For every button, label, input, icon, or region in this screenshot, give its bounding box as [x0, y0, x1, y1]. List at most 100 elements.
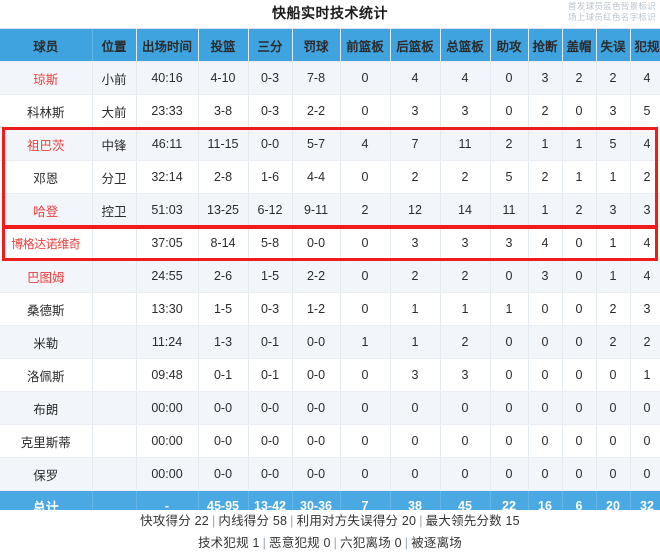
stat-fg: 0-0	[198, 457, 249, 491]
stat-tp: 0-0	[248, 391, 293, 425]
stat-stl: 2	[528, 160, 563, 194]
column-header-9[interactable]: 助攻	[490, 29, 529, 62]
stat-dreb: 7	[390, 127, 441, 161]
stat-pf: 0	[630, 424, 660, 458]
column-header-12[interactable]: 失误	[596, 29, 631, 62]
stat-stl: 2	[528, 94, 563, 128]
stat-ast: 0	[490, 424, 529, 458]
column-header-8[interactable]: 总篮板	[440, 29, 491, 62]
stat-pf: 2	[630, 160, 660, 194]
stat-oreb: 1	[340, 325, 391, 359]
stat-ast: 3	[490, 226, 529, 260]
stat-dreb: 12	[390, 193, 441, 227]
stat-tov: 2	[596, 292, 631, 326]
stat-blk: 0	[562, 292, 597, 326]
stat-min: 00:00	[136, 424, 199, 458]
stat-min: 00:00	[136, 391, 199, 425]
stat-ast: 5	[490, 160, 529, 194]
player-position: 控卫	[92, 193, 137, 227]
column-header-1[interactable]: 位置	[92, 29, 137, 62]
stat-tp: 0-1	[248, 358, 293, 392]
column-header-4[interactable]: 三分	[248, 29, 293, 62]
stat-tov: 0	[596, 391, 631, 425]
player-position	[92, 358, 137, 392]
stat-min: 24:55	[136, 259, 199, 293]
stat-ast: 0	[490, 391, 529, 425]
stat-min: 13:30	[136, 292, 199, 326]
player-position	[92, 424, 137, 458]
stat-tp: 0-1	[248, 325, 293, 359]
stat-blk: 0	[562, 325, 597, 359]
stat-pf: 4	[630, 259, 660, 293]
stat-stl: 1	[528, 193, 563, 227]
stat-ft: 1-2	[292, 292, 341, 326]
column-header-7[interactable]: 后篮板	[390, 29, 441, 62]
footer-separator: |	[419, 514, 423, 528]
footer-stat: 快攻得分 22	[140, 514, 209, 528]
stat-blk: 0	[562, 358, 597, 392]
stat-reb: 3	[440, 226, 491, 260]
footer-stat: 恶意犯规 0	[269, 536, 331, 550]
stat-reb: 0	[440, 424, 491, 458]
stat-stl: 3	[528, 61, 563, 95]
stat-blk: 0	[562, 424, 597, 458]
stat-pf: 0	[630, 457, 660, 491]
stat-oreb: 0	[340, 61, 391, 95]
stat-tp: 0-3	[248, 61, 293, 95]
stat-min: 11:24	[136, 325, 199, 359]
stat-ft: 0-0	[292, 424, 341, 458]
stat-min: 23:33	[136, 94, 199, 128]
stat-ast: 0	[490, 457, 529, 491]
footer-summary: 快攻得分 22 | 内线得分 58 | 利用对方失误得分 20 | 最大领先分数 15 技术…	[0, 510, 660, 554]
stat-reb: 2	[440, 259, 491, 293]
player-name: 克里斯蒂	[0, 424, 93, 458]
column-header-0[interactable]: 球员	[0, 29, 93, 62]
column-header-2[interactable]: 出场时间	[136, 29, 199, 62]
column-header-13[interactable]: 犯规	[630, 29, 660, 62]
stat-ft: 0-0	[292, 325, 341, 359]
column-header-3[interactable]: 投篮	[198, 29, 249, 62]
stat-min: 51:03	[136, 193, 199, 227]
column-header-6[interactable]: 前篮板	[340, 29, 391, 62]
stat-tp: 1-6	[248, 160, 293, 194]
player-position: 分卫	[92, 160, 137, 194]
player-position	[92, 226, 137, 260]
stat-oreb: 2	[340, 193, 391, 227]
stat-ft: 2-2	[292, 94, 341, 128]
stat-tp: 0-3	[248, 94, 293, 128]
stat-tp: 0-0	[248, 457, 293, 491]
stat-tp: 1-5	[248, 259, 293, 293]
footer-stat: 内线得分 58	[218, 514, 288, 528]
stat-ft: 9-11	[292, 193, 341, 227]
stat-oreb: 0	[340, 259, 391, 293]
player-name: 琼斯	[0, 61, 93, 95]
stat-oreb: 4	[340, 127, 391, 161]
stat-pf: 0	[630, 391, 660, 425]
stat-pf: 5	[630, 94, 660, 128]
stat-ft: 4-4	[292, 160, 341, 194]
column-header-10[interactable]: 抢断	[528, 29, 563, 62]
stat-dreb: 0	[390, 424, 441, 458]
stat-ast: 0	[490, 358, 529, 392]
player-position	[92, 457, 137, 491]
footer-stat: 利用对方失误得分 20	[296, 514, 417, 528]
column-header-5[interactable]: 罚球	[292, 29, 341, 62]
stat-fg: 11-15	[198, 127, 249, 161]
column-header-11[interactable]: 盖帽	[562, 29, 597, 62]
stat-dreb: 4	[390, 61, 441, 95]
stat-blk: 1	[562, 127, 597, 161]
